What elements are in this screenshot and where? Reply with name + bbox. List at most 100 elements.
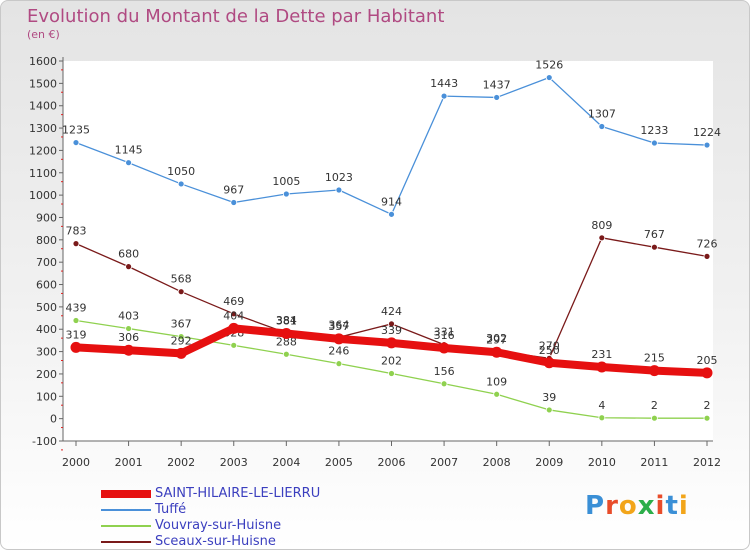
x-tick-label: 2003 <box>220 456 248 469</box>
y-tick-label: 200 <box>36 368 57 381</box>
data-label-sceaux-sur-huisne: 726 <box>697 237 718 250</box>
data-label-tuff-: 1233 <box>640 124 668 137</box>
y-tick-label: 500 <box>36 301 57 314</box>
data-label-tuff-: 1023 <box>325 171 353 184</box>
logo-letter: o <box>618 491 638 521</box>
data-point-saint-hilaire-le-lierru <box>123 344 135 356</box>
data-label-saint-hilaire-le-lierru: 215 <box>644 352 665 365</box>
data-point-tuff- <box>282 190 290 198</box>
legend-label: Vouvray-sur-Huisne <box>155 518 282 533</box>
data-point-tuff- <box>230 199 238 206</box>
x-tick-label: 2005 <box>325 456 353 469</box>
x-tick-label: 2012 <box>693 456 721 469</box>
logo-letter: i <box>655 491 666 521</box>
logo-letter: i <box>678 491 689 521</box>
data-point-vouvray-sur-huisne <box>72 317 80 324</box>
data-label-sceaux-sur-huisne: 783 <box>66 225 87 238</box>
data-label-vouvray-sur-huisne: 288 <box>276 335 297 348</box>
data-point-vouvray-sur-huisne <box>230 341 238 349</box>
y-tick-label: 1300 <box>29 122 57 135</box>
data-label-vouvray-sur-huisne: 246 <box>328 345 349 358</box>
data-point-vouvray-sur-huisne <box>440 380 448 388</box>
y-tick-label: 300 <box>36 346 57 359</box>
data-label-saint-hilaire-le-lierru: 250 <box>539 344 560 357</box>
data-label-tuff-: 914 <box>381 195 402 208</box>
data-point-vouvray-sur-huisne <box>545 406 553 414</box>
data-label-vouvray-sur-huisne: 367 <box>171 318 192 331</box>
data-label-vouvray-sur-huisne: 2 <box>704 399 711 412</box>
data-point-tuff- <box>598 123 606 130</box>
y-tick-label: 1100 <box>29 167 57 180</box>
data-label-saint-hilaire-le-lierru: 357 <box>328 320 349 333</box>
legend-item-sceaux-sur-huisne: Sceaux-sur-Huisne <box>101 534 421 549</box>
legend-label: Tuffé <box>155 502 187 517</box>
data-label-vouvray-sur-huisne: 39 <box>542 391 556 404</box>
x-tick-label: 2009 <box>535 456 563 469</box>
y-tick-label: 800 <box>36 234 57 247</box>
data-label-sceaux-sur-huisne: 767 <box>644 228 665 241</box>
data-point-saint-hilaire-le-lierru <box>701 367 713 379</box>
data-label-tuff-: 1050 <box>167 165 195 178</box>
data-point-tuff- <box>651 139 658 147</box>
data-label-vouvray-sur-huisne: 439 <box>66 302 87 315</box>
data-label-tuff-: 1526 <box>535 59 563 72</box>
data-label-saint-hilaire-le-lierru: 381 <box>276 314 297 327</box>
y-tick-label: 700 <box>36 256 57 269</box>
data-label-saint-hilaire-le-lierru: 231 <box>591 348 612 361</box>
y-tick-label: 0 <box>50 413 57 426</box>
x-tick-label: 2004 <box>272 456 300 469</box>
data-point-sceaux-sur-huisne <box>388 320 395 328</box>
data-label-sceaux-sur-huisne: 302 <box>486 332 507 345</box>
data-point-vouvray-sur-huisne <box>703 414 711 422</box>
data-point-vouvray-sur-huisne <box>388 370 395 377</box>
x-tick-label: 2007 <box>430 456 458 469</box>
legend-swatch <box>101 509 151 511</box>
x-tick-label: 2006 <box>378 456 406 469</box>
data-label-saint-hilaire-le-lierru: 306 <box>118 331 139 344</box>
data-point-sceaux-sur-huisne <box>125 263 132 271</box>
x-tick-label: 2011 <box>640 456 668 469</box>
data-label-tuff-: 967 <box>223 183 244 196</box>
x-tick-label: 2000 <box>62 456 90 469</box>
data-label-saint-hilaire-le-lierru: 292 <box>171 334 192 347</box>
data-point-tuff- <box>125 159 132 167</box>
y-tick-label: 1500 <box>29 77 57 90</box>
legend-swatch <box>101 525 151 527</box>
data-point-sceaux-sur-huisne <box>72 240 80 248</box>
x-tick-label: 2010 <box>588 456 616 469</box>
data-label-vouvray-sur-huisne: 202 <box>381 354 402 367</box>
data-point-saint-hilaire-le-lierru <box>280 327 292 339</box>
data-label-sceaux-sur-huisne: 331 <box>434 326 455 339</box>
chart-legend: SAINT-HILAIRE-LE-LIERRU Tuffé Vouvray-sur-… <box>101 486 421 549</box>
chart-subtitle: (en €) <box>27 28 60 41</box>
y-tick-label: 900 <box>36 211 57 224</box>
data-point-saint-hilaire-le-lierru <box>175 347 187 359</box>
data-label-sceaux-sur-huisne: 469 <box>223 295 244 308</box>
data-point-tuff- <box>72 139 80 146</box>
legend-item-saint-hilaire-le-lierru: SAINT-HILAIRE-LE-LIERRU <box>101 486 421 502</box>
data-point-saint-hilaire-le-lierru <box>386 337 397 349</box>
data-label-sceaux-sur-huisne: 680 <box>118 248 139 261</box>
logo-letter: P <box>585 491 606 521</box>
data-point-saint-hilaire-le-lierru <box>543 357 555 369</box>
data-point-saint-hilaire-le-lierru <box>333 333 345 345</box>
data-point-vouvray-sur-huisne <box>282 350 290 358</box>
y-tick-label: 1400 <box>29 100 57 113</box>
data-point-sceaux-sur-huisne <box>230 310 238 318</box>
data-label-tuff-: 1437 <box>483 78 511 91</box>
data-point-saint-hilaire-le-lierru <box>70 341 82 353</box>
data-point-tuff- <box>335 186 343 194</box>
chart-title: Evolution du Montant de la Dette par Hab… <box>27 6 445 27</box>
data-point-tuff- <box>493 94 501 101</box>
data-label-tuff-: 1307 <box>588 107 616 120</box>
data-point-sceaux-sur-huisne <box>703 252 711 260</box>
data-label-sceaux-sur-huisne: 384 <box>276 314 297 327</box>
data-label-sceaux-sur-huisne: 424 <box>381 305 402 318</box>
legend-swatch <box>101 490 151 498</box>
data-label-sceaux-sur-huisne: 809 <box>591 219 612 232</box>
data-point-sceaux-sur-huisne <box>598 234 606 242</box>
logo-letter: x <box>637 491 656 521</box>
data-label-vouvray-sur-huisne: 2 <box>651 399 658 412</box>
data-point-vouvray-sur-huisne <box>651 414 658 422</box>
